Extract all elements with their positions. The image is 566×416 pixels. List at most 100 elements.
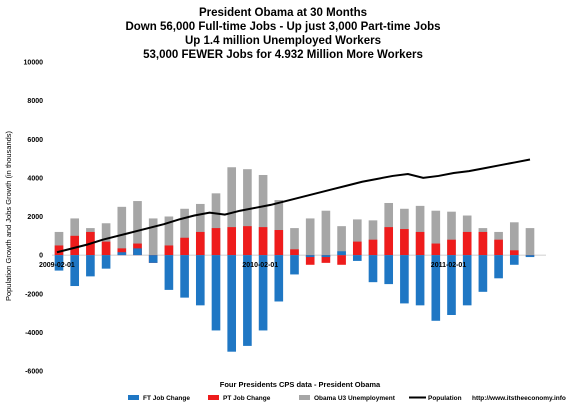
ft-job-change-bar xyxy=(54,255,64,271)
y-tick-label: -2000 xyxy=(25,291,43,298)
unemployment-bar xyxy=(117,206,127,256)
pt-job-change-bar xyxy=(384,227,394,256)
bars xyxy=(54,167,535,352)
population-line xyxy=(56,158,531,254)
unemployment-bar xyxy=(211,193,221,256)
ft-job-change-bar xyxy=(478,255,488,292)
unemployment-bar xyxy=(195,203,205,256)
unemployment-bar xyxy=(148,218,158,256)
pt-job-change-bar xyxy=(101,241,111,256)
ft-job-change-bar xyxy=(117,252,127,256)
pt-job-change-bar xyxy=(180,237,189,256)
unemployment-bar xyxy=(509,222,519,256)
pt-job-change-bar xyxy=(415,231,425,256)
unemployment-bar xyxy=(368,220,378,256)
pt-job-change-bar xyxy=(321,255,331,263)
title-line-1: President Obama at 30 Months xyxy=(199,7,367,19)
ft-job-change-bar xyxy=(415,255,425,306)
legend-label: Obama U3 Unemployment xyxy=(314,395,396,402)
pt-job-change-bar xyxy=(227,227,237,256)
ft-job-change-bar xyxy=(447,255,456,315)
ft-job-change-bar xyxy=(70,255,80,287)
ft-job-change-bar xyxy=(400,255,409,304)
pt-job-change-bar xyxy=(337,255,346,265)
chart-title: President Obama at 30 Months Down 56,000… xyxy=(125,7,440,61)
unemployment-bar xyxy=(54,231,64,256)
pt-job-change-bar xyxy=(243,226,252,256)
legend-swatch xyxy=(208,395,219,400)
ft-job-change-bar xyxy=(148,255,158,263)
pt-job-change-bar xyxy=(462,231,472,256)
ft-job-change-bar xyxy=(352,255,362,261)
pt-job-change-bar xyxy=(509,250,519,256)
pt-job-change-bar xyxy=(195,231,205,256)
x-date-label: 2010-02-01 xyxy=(242,262,278,269)
x-axis-label: Four Presidents CPS data - President Oba… xyxy=(220,380,381,389)
pt-job-change-bar xyxy=(494,239,503,256)
ft-job-change-bar xyxy=(227,255,237,352)
pt-job-change-bar xyxy=(431,243,441,256)
unemployment-bar xyxy=(305,218,315,256)
y-axis-label: Population Growth and Jobs Growth (in th… xyxy=(4,130,13,301)
ft-job-change-bar xyxy=(195,255,205,306)
ft-job-change-bar xyxy=(509,255,519,265)
unemployment-bar xyxy=(227,167,237,256)
ft-job-change-bar xyxy=(462,255,472,306)
ft-job-change-bar xyxy=(290,255,299,275)
x-date-label: 2011-02-01 xyxy=(431,262,467,269)
source-url: http://www.itstheeconomy.info/ xyxy=(472,395,566,402)
x-date-label: 2009-02-01 xyxy=(39,262,75,269)
ft-job-change-bar xyxy=(368,255,378,283)
pt-job-change-bar xyxy=(117,248,127,256)
unemployment-bar xyxy=(180,208,189,256)
unemployment-bar xyxy=(321,210,331,256)
title-line-2: Down 56,000 Full-time Jobs - Up just 3,0… xyxy=(125,21,440,33)
ft-job-change-bar xyxy=(243,255,252,346)
pt-job-change-bar xyxy=(164,245,174,256)
ft-job-change-bar xyxy=(337,251,346,256)
pt-job-change-bar xyxy=(447,239,456,256)
pt-job-change-bar xyxy=(211,228,221,256)
title-line-4: 53,000 FEWER Jobs for 4.932 Million More… xyxy=(143,49,423,61)
y-tick-label: 10000 xyxy=(24,60,44,67)
x-axis-date-labels: 2009-02-01 2010-02-01 2011-02-01 xyxy=(39,262,466,269)
unemployment-bar xyxy=(164,216,174,256)
ft-job-change-bar xyxy=(494,255,503,279)
ft-job-change-bar xyxy=(525,255,535,258)
ft-job-change-bar xyxy=(86,255,95,277)
ft-job-change-bar xyxy=(211,255,221,331)
unemployment-bar xyxy=(525,228,535,256)
y-tick-label: 0 xyxy=(39,253,43,260)
unemployment-bar xyxy=(447,211,456,256)
ft-job-change-bar xyxy=(180,255,189,298)
pt-job-change-bar xyxy=(290,249,299,256)
pt-job-change-bar xyxy=(258,227,268,256)
ft-job-change-bar xyxy=(164,255,174,290)
legend-label: FT Job Change xyxy=(143,395,190,402)
y-tick-label: 2000 xyxy=(27,214,43,221)
unemployment-bar xyxy=(258,174,268,256)
pt-job-change-bar xyxy=(70,235,80,256)
unemployment-bar xyxy=(133,201,142,256)
pt-job-change-bar xyxy=(478,231,488,256)
pt-job-change-bar xyxy=(274,230,284,256)
unemployment-bar xyxy=(337,226,346,256)
ft-job-change-bar xyxy=(431,255,441,321)
legend-swatch xyxy=(299,395,310,400)
title-line-3: Up 1.4 million Unemployed Workers xyxy=(185,35,381,47)
ft-job-change-bar xyxy=(305,255,315,258)
ft-job-change-bar xyxy=(384,255,394,285)
pt-job-change-bar xyxy=(368,239,378,256)
ft-job-change-bar xyxy=(274,255,284,302)
legend-label: PT Job Change xyxy=(223,395,271,402)
y-tick-label: 6000 xyxy=(27,137,43,144)
unemployment-bar xyxy=(274,200,284,256)
unemployment-bar xyxy=(290,228,299,256)
unemployment-bar xyxy=(415,205,425,256)
ft-job-change-bar xyxy=(258,255,268,331)
pt-job-change-bar xyxy=(400,229,409,256)
population-line-group xyxy=(56,158,531,254)
legend: FT Job Change PT Job Change Obama U3 Unemp… xyxy=(128,395,566,402)
